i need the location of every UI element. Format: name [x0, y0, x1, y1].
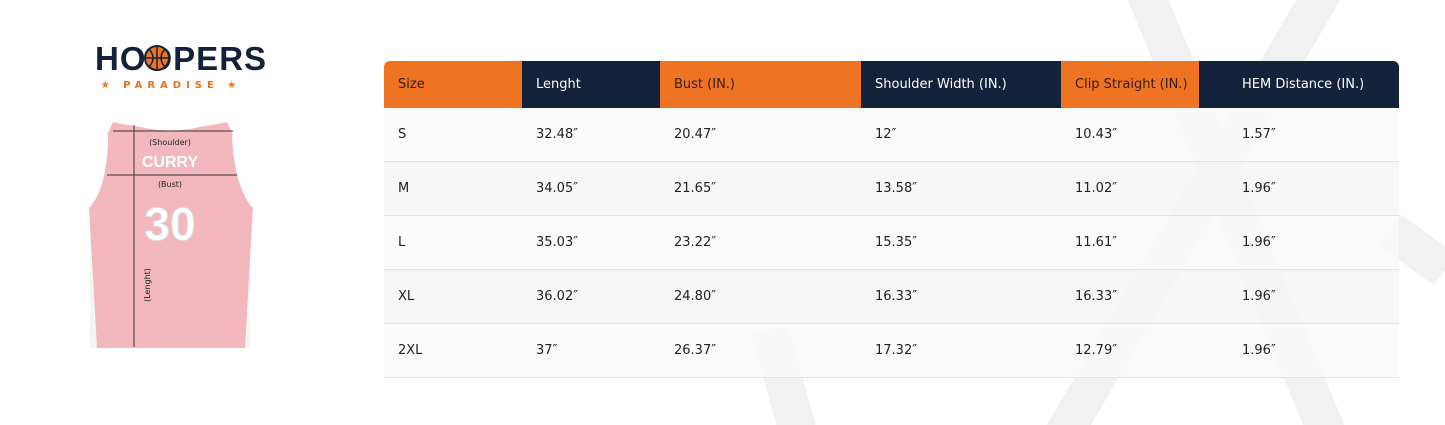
table-header: Size Lenght Bust (IN.) Shoulder Width (I… [384, 61, 1399, 108]
cell-length: 34.05″ [522, 161, 660, 216]
cell-clip: 11.61″ [1061, 215, 1199, 270]
cell-hem: 1.57″ [1199, 108, 1399, 162]
cell-hem: 1.96″ [1199, 215, 1399, 270]
cell-size: M [384, 161, 522, 216]
length-label: (Lenght) [143, 268, 152, 302]
cell-shoulder: 12″ [861, 108, 1061, 162]
table-row: L 35.03″ 23.22″ 15.35″ 11.61″ 1.96″ [384, 215, 1399, 270]
brand-name: HOOPERS [95, 40, 268, 77]
jersey-name: CURRY [142, 154, 199, 171]
cell-length: 32.48″ [522, 108, 660, 162]
table-row: 2XL 37″ 26.37″ 17.32″ 12.79″ 1.96″ [384, 323, 1399, 378]
cell-shoulder: 17.32″ [861, 323, 1061, 378]
header-hem: HEM Distance (IN.) [1199, 61, 1399, 108]
cell-size: S [384, 108, 522, 162]
cell-bust: 26.37″ [660, 323, 861, 378]
cell-size: 2XL [384, 323, 522, 378]
table-row: XL 36.02″ 24.80″ 16.33″ 16.33″ 1.96″ [384, 269, 1399, 324]
cell-clip: 16.33″ [1061, 269, 1199, 324]
jersey-measurement-diagram: CURRY 30 (Shoulder) (Bust) (Lenght) [88, 121, 254, 348]
cell-bust: 21.65″ [660, 161, 861, 216]
basketball-icon [144, 45, 170, 71]
bust-label: (Bust) [158, 180, 182, 189]
cell-hem: 1.96″ [1199, 323, 1399, 378]
brand-logo: HOOPERS ★ PARADISE ★ [95, 40, 268, 91]
cell-length: 36.02″ [522, 269, 660, 324]
cell-clip: 12.79″ [1061, 323, 1199, 378]
header-clip: Clip Straight (IN.) [1061, 61, 1199, 108]
cell-bust: 24.80″ [660, 269, 861, 324]
shoulder-label: (Shoulder) [149, 138, 191, 147]
cell-bust: 23.22″ [660, 215, 861, 270]
cell-size: XL [384, 269, 522, 324]
cell-clip: 10.43″ [1061, 108, 1199, 162]
table-row: S 32.48″ 20.47″ 12″ 10.43″ 1.57″ [384, 108, 1399, 162]
cell-clip: 11.02″ [1061, 161, 1199, 216]
cell-shoulder: 16.33″ [861, 269, 1061, 324]
table-row: M 34.05″ 21.65″ 13.58″ 11.02″ 1.96″ [384, 161, 1399, 216]
cell-length: 37″ [522, 323, 660, 378]
header-bust: Bust (IN.) [660, 61, 861, 108]
header-size: Size [384, 61, 522, 108]
cell-hem: 1.96″ [1199, 269, 1399, 324]
brand-tagline: PARADISE [123, 80, 219, 91]
cell-shoulder: 13.58″ [861, 161, 1061, 216]
cell-bust: 20.47″ [660, 108, 861, 162]
jersey-number: 30 [144, 198, 195, 250]
cell-shoulder: 15.35″ [861, 215, 1061, 270]
cell-length: 35.03″ [522, 215, 660, 270]
size-chart-table: Size Lenght Bust (IN.) Shoulder Width (I… [384, 61, 1399, 378]
header-length: Lenght [522, 61, 660, 108]
cell-hem: 1.96″ [1199, 161, 1399, 216]
cell-size: L [384, 215, 522, 270]
header-shoulder: Shoulder Width (IN.) [861, 61, 1061, 108]
